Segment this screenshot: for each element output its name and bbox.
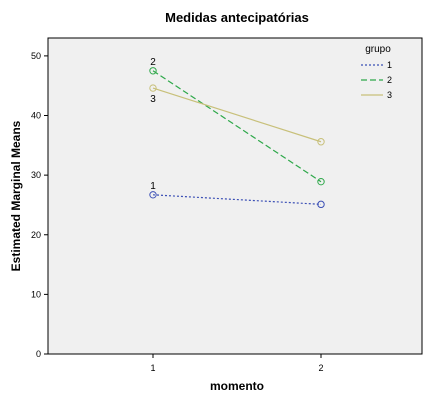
series-point	[317, 138, 325, 146]
x-tick-label: 1	[150, 363, 155, 373]
x-tick-label: 2	[318, 363, 323, 373]
y-tick-label: 40	[31, 111, 41, 121]
y-tick-label: 20	[31, 230, 41, 240]
series-1: 1	[149, 181, 325, 209]
legend: grupo 1 2 3	[361, 44, 392, 100]
y-tick-label: 0	[36, 349, 41, 359]
plot-area	[47, 37, 423, 355]
legend-label: 3	[387, 90, 392, 100]
series-line	[152, 70, 322, 183]
legend-item: 2	[361, 75, 392, 85]
series-line	[152, 87, 322, 143]
y-axis-label: Estimated Marginal Means	[9, 120, 23, 271]
legend-item: 1	[361, 60, 392, 70]
y-axis: 0 10 20 30 40 50	[31, 51, 48, 359]
chart-title: Medidas antecipatórias	[165, 10, 309, 25]
series-point	[149, 191, 157, 199]
y-tick-label: 50	[31, 51, 41, 61]
series-point	[317, 200, 325, 209]
series-layer: 1 2 3	[149, 57, 325, 209]
series-point	[149, 84, 157, 92]
series-start-label: 2	[150, 57, 156, 68]
x-axis-label: momento	[210, 379, 264, 393]
series-3: 3	[149, 84, 325, 146]
series-start-label: 1	[150, 181, 156, 192]
legend-label: 2	[387, 75, 392, 85]
y-tick-label: 30	[31, 170, 41, 180]
y-tick-label: 10	[31, 289, 41, 299]
legend-title: grupo	[365, 44, 391, 55]
series-point	[317, 177, 325, 186]
series-start-label: 3	[150, 94, 156, 105]
series-point	[149, 67, 157, 75]
series-2: 2	[149, 57, 325, 186]
series-line	[152, 194, 322, 205]
legend-item: 3	[361, 90, 392, 100]
legend-label: 1	[387, 60, 392, 70]
